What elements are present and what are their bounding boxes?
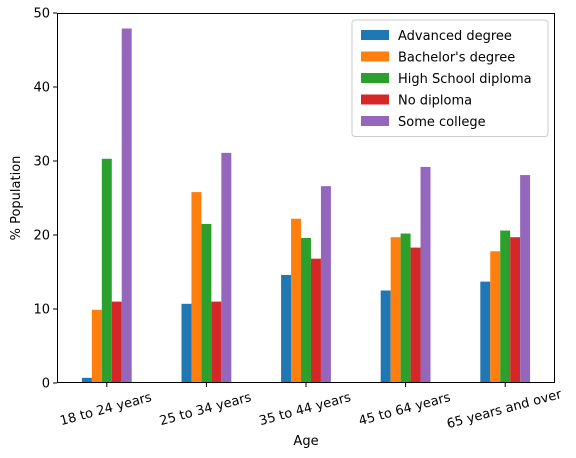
bar bbox=[310, 258, 321, 383]
bar bbox=[191, 192, 202, 383]
legend-box bbox=[351, 19, 549, 137]
bar bbox=[291, 218, 302, 383]
bar bbox=[91, 309, 102, 383]
bar bbox=[221, 152, 232, 383]
y-axis: 0 10 20 30 40 50 bbox=[33, 7, 57, 392]
x-axis-label: Age bbox=[293, 434, 318, 449]
bar bbox=[410, 247, 421, 383]
x-tick-label: 35 to 44 years bbox=[258, 390, 353, 429]
legend-swatch bbox=[361, 94, 389, 105]
bars-group bbox=[81, 28, 531, 383]
bar bbox=[400, 233, 411, 383]
bar bbox=[281, 274, 292, 383]
y-tick-label: 20 bbox=[33, 229, 50, 244]
x-tick-label: 18 to 24 years bbox=[58, 390, 153, 429]
bar bbox=[211, 301, 222, 383]
bar bbox=[380, 290, 391, 383]
bar bbox=[301, 237, 311, 383]
plot-frame bbox=[57, 13, 555, 383]
legend-label: No diploma bbox=[398, 94, 472, 109]
y-tick-label: 30 bbox=[33, 155, 50, 170]
bar bbox=[201, 223, 212, 383]
legend-label: Bachelor's degree bbox=[398, 51, 515, 66]
bar bbox=[390, 237, 401, 383]
bar bbox=[101, 158, 112, 383]
y-tick-label: 40 bbox=[33, 81, 50, 96]
bar bbox=[320, 186, 331, 383]
x-axis: 18 to 24 years 25 to 34 years 35 to 44 yea… bbox=[58, 383, 564, 432]
legend: Advanced degree Bachelor's degree High Sch… bbox=[351, 19, 549, 137]
y-tick-label: 0 bbox=[42, 377, 50, 392]
y-tick-label: 10 bbox=[33, 303, 50, 318]
legend-swatch bbox=[361, 116, 389, 126]
bar bbox=[181, 303, 192, 383]
x-tick-label: 25 to 34 years bbox=[158, 390, 253, 429]
bar bbox=[81, 377, 92, 383]
bar bbox=[111, 301, 122, 383]
legend-swatch bbox=[361, 51, 389, 62]
bar bbox=[500, 230, 511, 383]
bar bbox=[121, 28, 132, 383]
legend-label: Advanced degree bbox=[398, 29, 512, 44]
bar bbox=[420, 166, 431, 383]
x-tick-label: 45 to 64 years bbox=[357, 390, 452, 429]
bar bbox=[510, 237, 521, 383]
x-tick-label: 65 years and over bbox=[445, 387, 564, 432]
bar bbox=[520, 175, 531, 383]
bar bbox=[490, 251, 501, 383]
legend-label: High School diploma bbox=[398, 72, 532, 87]
legend-swatch bbox=[361, 73, 389, 83]
legend-label: Some college bbox=[398, 115, 486, 130]
legend-swatch bbox=[361, 30, 389, 40]
bar bbox=[480, 281, 491, 383]
y-tick-label: 50 bbox=[33, 7, 50, 22]
y-axis-label: % Population bbox=[9, 156, 24, 241]
